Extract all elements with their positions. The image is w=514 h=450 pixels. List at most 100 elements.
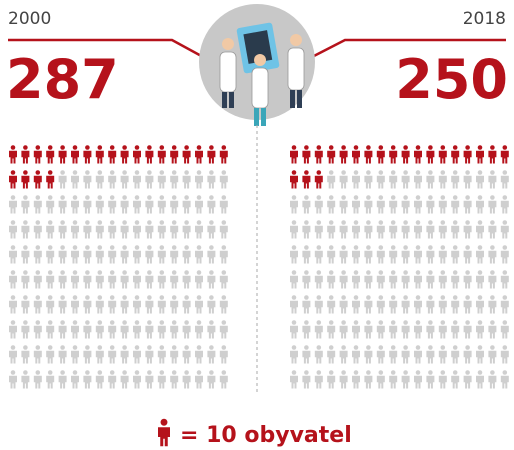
person bbox=[120, 295, 129, 314]
person bbox=[83, 320, 92, 339]
person bbox=[71, 170, 79, 189]
person bbox=[170, 345, 179, 364]
person bbox=[476, 370, 484, 389]
person bbox=[389, 295, 398, 314]
person bbox=[108, 170, 117, 189]
person bbox=[339, 320, 348, 339]
person-highlighted bbox=[290, 145, 298, 164]
person bbox=[327, 320, 336, 339]
person bbox=[108, 245, 117, 264]
person bbox=[414, 320, 422, 339]
person bbox=[46, 270, 55, 289]
person bbox=[314, 320, 323, 339]
person bbox=[401, 370, 410, 389]
person-highlighted bbox=[314, 145, 323, 164]
person bbox=[9, 220, 17, 239]
person bbox=[401, 220, 410, 239]
person bbox=[33, 220, 42, 239]
person bbox=[133, 220, 141, 239]
person bbox=[170, 270, 179, 289]
person bbox=[145, 195, 154, 214]
person bbox=[21, 220, 30, 239]
person bbox=[108, 320, 117, 339]
year-right: 2018 bbox=[463, 9, 506, 29]
person bbox=[207, 345, 216, 364]
person bbox=[364, 245, 373, 264]
person bbox=[426, 295, 435, 314]
person bbox=[157, 270, 166, 289]
person bbox=[9, 270, 17, 289]
person bbox=[207, 295, 216, 314]
person bbox=[157, 170, 166, 189]
person bbox=[46, 370, 55, 389]
person bbox=[120, 345, 129, 364]
person bbox=[133, 345, 141, 364]
person bbox=[195, 320, 203, 339]
person-highlighted bbox=[83, 145, 92, 164]
person bbox=[170, 195, 179, 214]
person bbox=[488, 170, 497, 189]
person bbox=[376, 195, 385, 214]
person bbox=[133, 370, 141, 389]
person bbox=[488, 295, 497, 314]
person bbox=[46, 295, 55, 314]
person bbox=[207, 170, 216, 189]
person bbox=[438, 270, 447, 289]
person bbox=[120, 370, 129, 389]
person bbox=[500, 320, 509, 339]
person bbox=[451, 270, 460, 289]
person bbox=[364, 320, 373, 339]
person bbox=[339, 195, 348, 214]
person bbox=[219, 195, 228, 214]
person bbox=[476, 320, 484, 339]
person bbox=[500, 170, 509, 189]
person bbox=[182, 195, 191, 214]
person bbox=[33, 195, 42, 214]
person bbox=[219, 370, 228, 389]
person bbox=[21, 245, 30, 264]
person bbox=[71, 270, 79, 289]
person bbox=[83, 345, 92, 364]
person bbox=[488, 345, 497, 364]
person bbox=[71, 320, 79, 339]
person bbox=[33, 245, 42, 264]
person-highlighted bbox=[195, 145, 203, 164]
person bbox=[327, 170, 336, 189]
person bbox=[219, 345, 228, 364]
person bbox=[182, 220, 191, 239]
person bbox=[364, 370, 373, 389]
person bbox=[157, 295, 166, 314]
person bbox=[170, 220, 179, 239]
person bbox=[438, 170, 447, 189]
person bbox=[451, 170, 460, 189]
person bbox=[389, 195, 398, 214]
person bbox=[438, 320, 447, 339]
person bbox=[95, 245, 104, 264]
person bbox=[414, 245, 422, 264]
person bbox=[83, 270, 92, 289]
person-highlighted bbox=[302, 170, 311, 189]
person bbox=[438, 245, 447, 264]
person-highlighted bbox=[401, 145, 410, 164]
person-highlighted bbox=[46, 170, 55, 189]
person-highlighted bbox=[327, 145, 336, 164]
person bbox=[46, 320, 55, 339]
person bbox=[352, 270, 360, 289]
person bbox=[9, 345, 17, 364]
person-highlighted bbox=[33, 170, 42, 189]
person bbox=[426, 220, 435, 239]
person bbox=[46, 245, 55, 264]
person bbox=[195, 270, 203, 289]
person bbox=[314, 370, 323, 389]
person bbox=[364, 270, 373, 289]
person bbox=[219, 295, 228, 314]
person bbox=[426, 345, 435, 364]
rule-left bbox=[8, 38, 206, 60]
person bbox=[170, 245, 179, 264]
person bbox=[182, 320, 191, 339]
person-highlighted bbox=[376, 145, 385, 164]
doctors-illustration bbox=[199, 4, 315, 126]
person bbox=[438, 370, 447, 389]
person bbox=[170, 295, 179, 314]
person bbox=[463, 170, 472, 189]
